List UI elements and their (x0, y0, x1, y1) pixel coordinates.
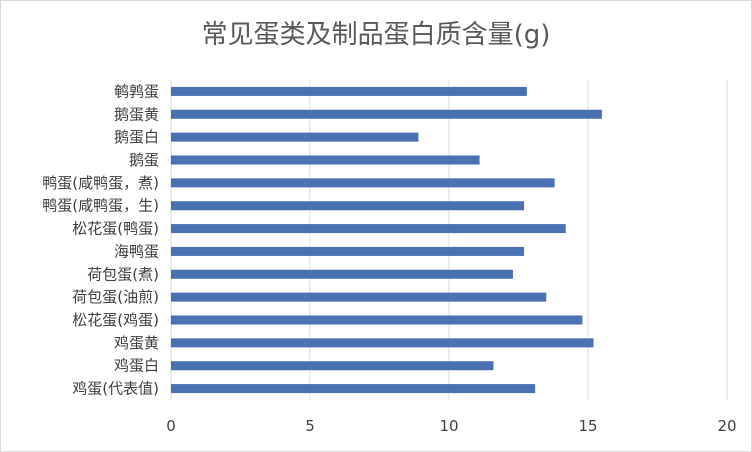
bar (171, 361, 494, 371)
bar (171, 292, 547, 302)
category-label: 鸡蛋(代表值) (72, 380, 159, 398)
x-tick-label: 15 (578, 417, 597, 435)
category-label: 鹅蛋 (129, 151, 159, 169)
x-tick-label: 5 (305, 417, 315, 435)
bar (171, 384, 536, 394)
x-tick-label: 10 (439, 417, 458, 435)
category-label: 荷包蛋(煮) (87, 265, 159, 283)
x-tick-label: 0 (166, 417, 176, 435)
bar (171, 224, 566, 234)
category-label: 荷包蛋(油煎) (72, 288, 159, 306)
bar (171, 155, 480, 165)
gridlines (170, 80, 728, 400)
x-tick-labels: 0 5 10 15 20 (166, 417, 736, 435)
category-label: 鸡蛋白 (114, 357, 159, 375)
category-label: 鹅蛋黄 (114, 105, 159, 123)
bars (171, 86, 602, 394)
bar (171, 269, 513, 279)
category-label: 海鸭蛋 (114, 242, 159, 260)
bar (171, 246, 525, 256)
bar (171, 178, 555, 188)
category-label: 鸡蛋黄 (114, 334, 159, 352)
bar (171, 338, 594, 348)
x-tick-label: 20 (717, 417, 736, 435)
bar (171, 132, 419, 142)
bar (171, 201, 525, 211)
bar (171, 86, 527, 96)
category-label: 鸭蛋(咸鸭蛋，生) (42, 197, 159, 215)
chart-title: 常见蛋类及制品蛋白质含量(g) (201, 20, 551, 50)
category-label: 鸭蛋(咸鸭蛋，煮) (42, 174, 159, 192)
bar (171, 315, 583, 325)
category-label: 鹅蛋白 (114, 128, 159, 146)
category-label: 鹌鹑蛋 (114, 82, 159, 100)
bar (171, 109, 602, 119)
category-label: 松花蛋(鸡蛋) (72, 311, 159, 329)
category-label: 松花蛋(鸭蛋) (72, 220, 159, 238)
